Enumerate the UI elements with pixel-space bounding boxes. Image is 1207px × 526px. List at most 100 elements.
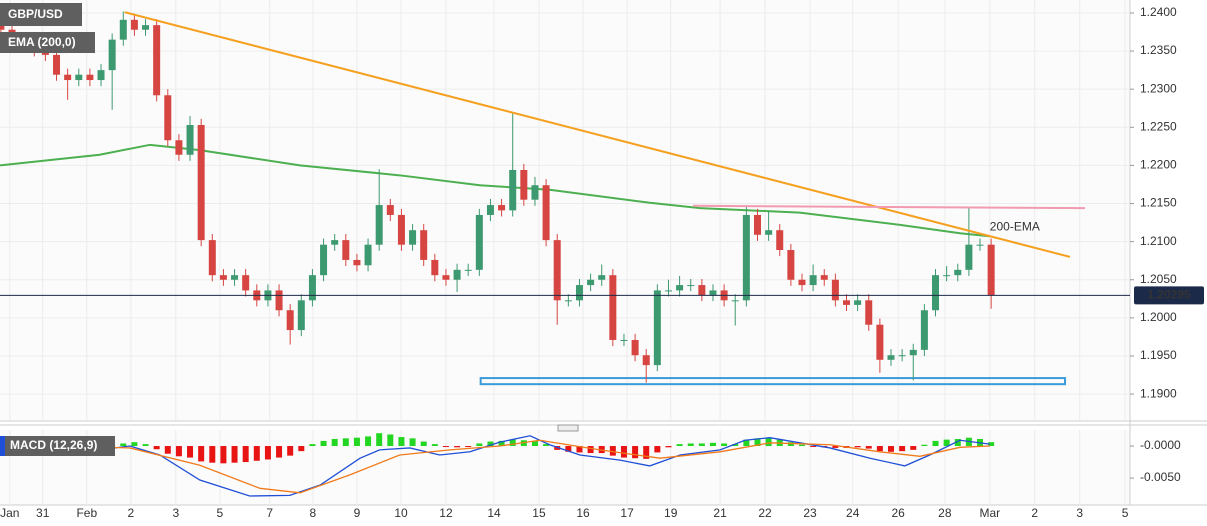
- macd-histogram-bar: [231, 446, 238, 463]
- candle-body: [575, 285, 583, 301]
- candle-body: [854, 300, 862, 305]
- macd-histogram-bar: [331, 438, 338, 447]
- macd-histogram-bar: [732, 444, 739, 447]
- macd-histogram-bar: [298, 446, 305, 452]
- candle-body: [453, 269, 461, 280]
- candle-body: [542, 185, 550, 241]
- legend-label: GBP/USD: [8, 7, 63, 21]
- candle-body: [86, 74, 94, 81]
- macd-histogram-bar: [643, 446, 650, 459]
- x-tick-label: 31: [36, 506, 50, 520]
- macd-histogram-bar: [609, 446, 616, 456]
- macd-histogram-bar: [498, 440, 505, 447]
- candle-body: [364, 244, 372, 266]
- macd-histogram-bar: [754, 438, 761, 447]
- candle-body: [865, 300, 873, 325]
- candle-body: [119, 19, 127, 40]
- candle-body: [564, 300, 572, 302]
- last-price-label: 1.20295: [1147, 288, 1191, 302]
- x-tick-label: 12: [439, 506, 453, 520]
- macd-histogram-bar: [476, 443, 483, 447]
- x-tick-label: 26: [891, 506, 905, 520]
- candle-body: [553, 240, 561, 301]
- candle-body: [753, 214, 761, 235]
- support-zone: [479, 377, 1067, 386]
- macd-histogram-bar: [509, 439, 516, 447]
- candle-body: [664, 290, 672, 292]
- macd-histogram-bar: [487, 441, 494, 447]
- candle-body: [876, 324, 884, 360]
- macd-histogram-bar: [142, 444, 149, 447]
- macd-histogram-bar: [854, 446, 861, 448]
- macd-histogram-bar: [531, 440, 538, 447]
- macd-histogram-bar: [353, 437, 360, 447]
- candle-body: [498, 205, 506, 211]
- x-tick-label: 22: [758, 506, 772, 520]
- y-tick-label: 1.2100: [1140, 234, 1177, 248]
- macd-histogram-bar: [342, 438, 349, 447]
- y-tick-label: 1.2000: [1140, 310, 1177, 324]
- macd-line: [0, 439, 990, 494]
- candle-body: [709, 290, 717, 295]
- macd-histogram-bar: [365, 436, 372, 447]
- candle-body: [731, 300, 739, 302]
- x-tick-label: Feb: [76, 506, 97, 520]
- macd-histogram-bar: [220, 446, 227, 464]
- candle-body: [275, 290, 283, 311]
- macd-histogram-bar: [921, 444, 928, 447]
- x-tick-label: 15: [532, 506, 546, 520]
- x-tick-label: Jan: [0, 506, 19, 520]
- candle-body: [898, 355, 906, 357]
- macd-histogram-bar: [431, 444, 438, 447]
- y-tick-label: 1.1950: [1140, 348, 1177, 362]
- macd-histogram-bar: [242, 446, 249, 463]
- legend-swatch: [0, 436, 5, 456]
- x-tick-label: 5: [217, 506, 224, 520]
- candle-body: [386, 205, 394, 215]
- macd-histogram-bar: [198, 446, 205, 462]
- candle-body: [909, 349, 917, 356]
- candle-body: [231, 275, 239, 280]
- x-tick-label: 21: [713, 506, 727, 520]
- y-tick-label: 1.2150: [1140, 196, 1177, 210]
- macd-histogram-bar: [287, 446, 294, 456]
- macd-histogram-bar: [465, 446, 472, 448]
- candle-body: [219, 275, 227, 280]
- candle-body: [943, 275, 951, 277]
- macd-histogram-bar: [876, 446, 883, 452]
- trend-line: [124, 11, 1071, 258]
- macd-histogram-bar: [687, 443, 694, 447]
- y-tick-label: 1.2400: [1140, 5, 1177, 19]
- candle-body: [64, 74, 72, 81]
- candle-body: [197, 125, 205, 241]
- candle-body: [308, 275, 316, 301]
- candle-body: [442, 275, 450, 280]
- candle-body: [831, 279, 839, 301]
- macd-histogram-bar: [698, 443, 705, 447]
- y-tick-label: -0.0000: [1140, 438, 1181, 452]
- macd-histogram-bar: [865, 446, 872, 449]
- macd-histogram-bar: [253, 446, 260, 461]
- panel-handle[interactable]: [557, 424, 579, 432]
- macd-histogram-bar: [409, 438, 416, 447]
- candle-body: [954, 269, 962, 276]
- candle-body: [486, 205, 494, 215]
- macd-histogram-bar: [709, 442, 716, 447]
- x-tick-label: 7: [266, 506, 273, 520]
- macd-histogram-bar: [387, 434, 394, 447]
- x-tick-label: 17: [620, 506, 634, 520]
- macd-histogram-bar: [721, 443, 728, 447]
- candle-body: [976, 244, 984, 246]
- macd-histogram-bar: [810, 446, 817, 448]
- candle-body: [97, 70, 105, 81]
- x-tick-label: 5: [1122, 506, 1129, 520]
- candle-body: [509, 169, 517, 211]
- candle-body: [598, 275, 606, 280]
- macd-histogram-bar: [175, 446, 182, 457]
- candle-body: [409, 230, 417, 245]
- y-tick-label: 1.2250: [1140, 119, 1177, 133]
- macd-histogram-bar: [320, 440, 327, 447]
- x-tick-label: 3: [1076, 506, 1083, 520]
- macd-histogram-bar: [376, 433, 383, 447]
